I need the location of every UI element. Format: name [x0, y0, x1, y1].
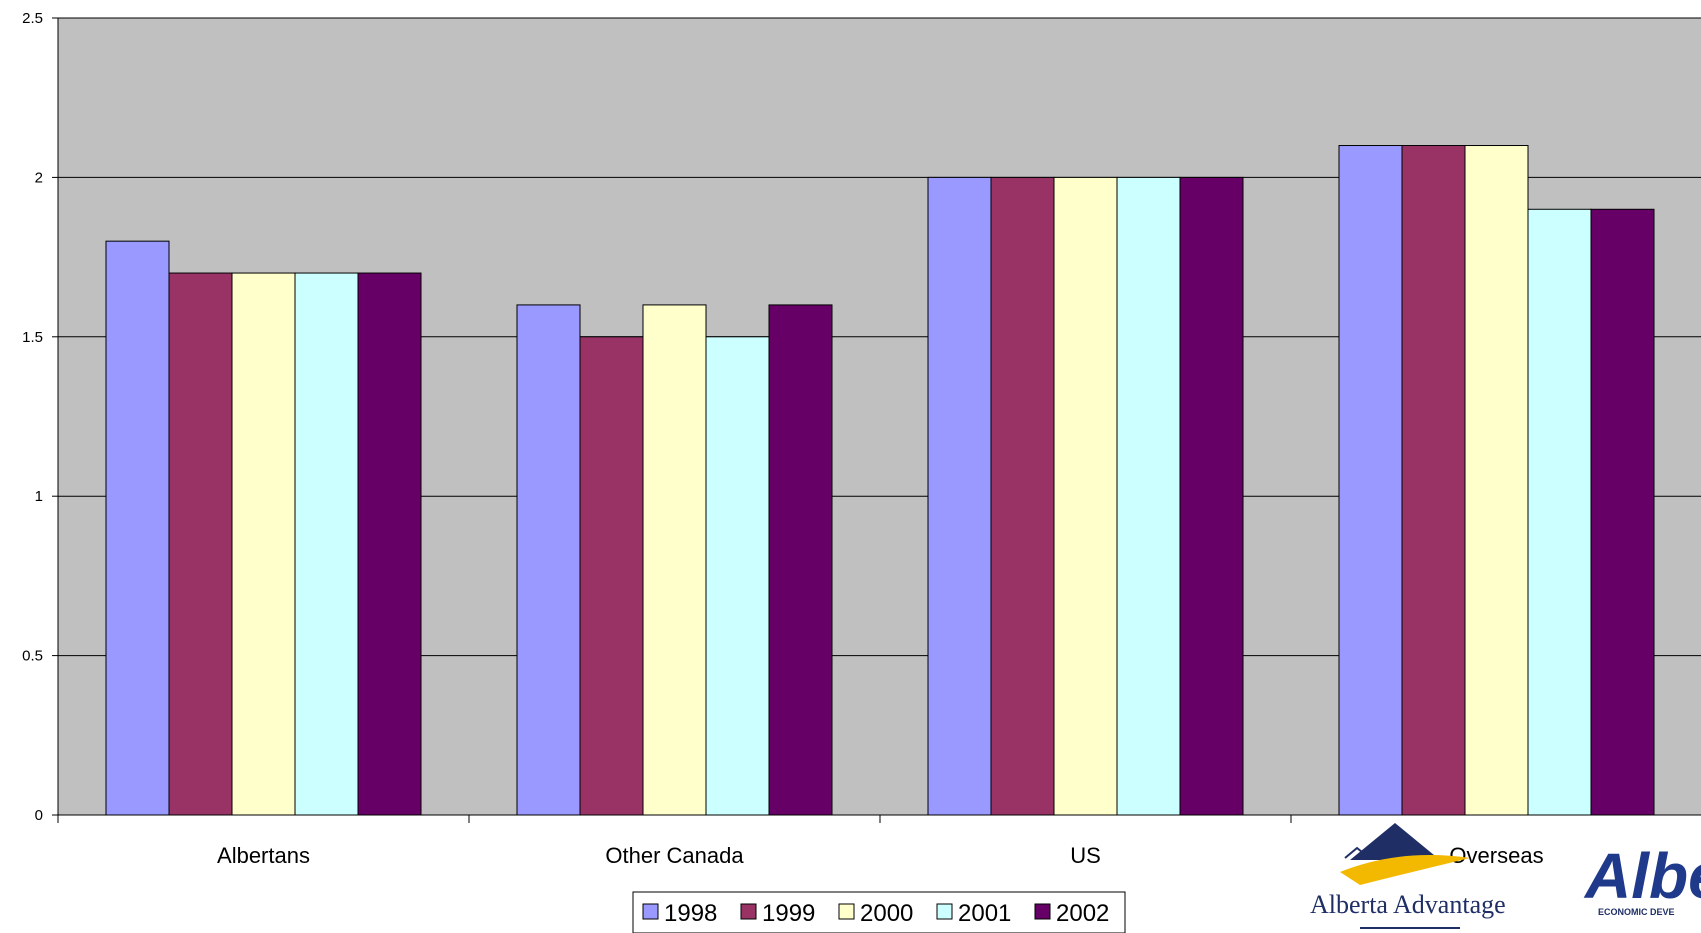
- alberta-economic-development-logo-text: Albe: [1583, 840, 1701, 912]
- y-tick-label: 1: [35, 488, 43, 505]
- alberta-economic-development-logo-subtext: ECONOMIC DEVE: [1598, 907, 1675, 917]
- bar-1998-other-canada: [516, 304, 581, 816]
- y-tick-label: 2: [35, 169, 43, 186]
- bar-2002-other-canada: [768, 304, 833, 816]
- legend-label-1998: 1998: [664, 900, 717, 927]
- bar-2001-albertans: [294, 272, 359, 816]
- legend-swatch-2001: [936, 903, 953, 920]
- bar-2000-us: [1053, 176, 1118, 816]
- bar-2002-overseas: [1590, 208, 1655, 816]
- bar-1999-overseas: [1401, 145, 1466, 816]
- y-tick-label: 2.5: [22, 10, 43, 27]
- bar-1999-albertans: [168, 272, 233, 816]
- legend-label-2001: 2001: [958, 900, 1011, 927]
- y-tick-label: 0.5: [22, 648, 43, 665]
- bar-1999-other-canada: [579, 336, 644, 816]
- bar-1998-albertans: [105, 240, 170, 816]
- bar-2001-other-canada: [705, 336, 770, 816]
- bar-2002-albertans: [357, 272, 422, 816]
- bar-2000-albertans: [231, 272, 296, 816]
- legend-swatch-1998: [642, 903, 659, 920]
- bar-2001-us: [1116, 176, 1181, 816]
- bar-1998-us: [927, 176, 992, 816]
- alberta-advantage-logo-text: Alberta Advantage: [1310, 890, 1506, 919]
- y-tick-label: 1.5: [22, 329, 43, 346]
- x-category-label: Overseas: [1449, 843, 1543, 868]
- legend: 1998 1999 2000 2001 2002: [632, 891, 1126, 933]
- bar-2002-us: [1179, 176, 1244, 816]
- legend-label-1999: 1999: [762, 900, 815, 927]
- legend-swatch-2002: [1034, 903, 1051, 920]
- y-tick-labels: 0 0.5 1 1.5 2 2.5: [22, 10, 58, 824]
- x-category-label: Albertans: [217, 843, 310, 868]
- x-category-label: Other Canada: [605, 843, 744, 868]
- bar-2000-overseas: [1464, 145, 1529, 816]
- x-category-labels: Albertans Other Canada US Overseas: [57, 815, 1544, 868]
- legend-swatch-1999: [740, 903, 757, 920]
- bar-2001-overseas: [1527, 208, 1592, 816]
- x-category-label: US: [1070, 843, 1101, 868]
- alberta-advantage-logo: Alberta Advantage: [1310, 823, 1506, 929]
- alberta-economic-development-logo: Albe ECONOMIC DEVE: [1583, 840, 1701, 917]
- legend-swatch-2000: [838, 903, 855, 920]
- bars-group: [105, 145, 1655, 816]
- y-tick-label: 0: [35, 807, 43, 824]
- legend-label-2000: 2000: [860, 900, 913, 927]
- bar-1998-overseas: [1338, 145, 1403, 816]
- bar-1999-us: [990, 176, 1055, 816]
- bar-2000-other-canada: [642, 304, 707, 816]
- legend-label-2002: 2002: [1056, 900, 1109, 927]
